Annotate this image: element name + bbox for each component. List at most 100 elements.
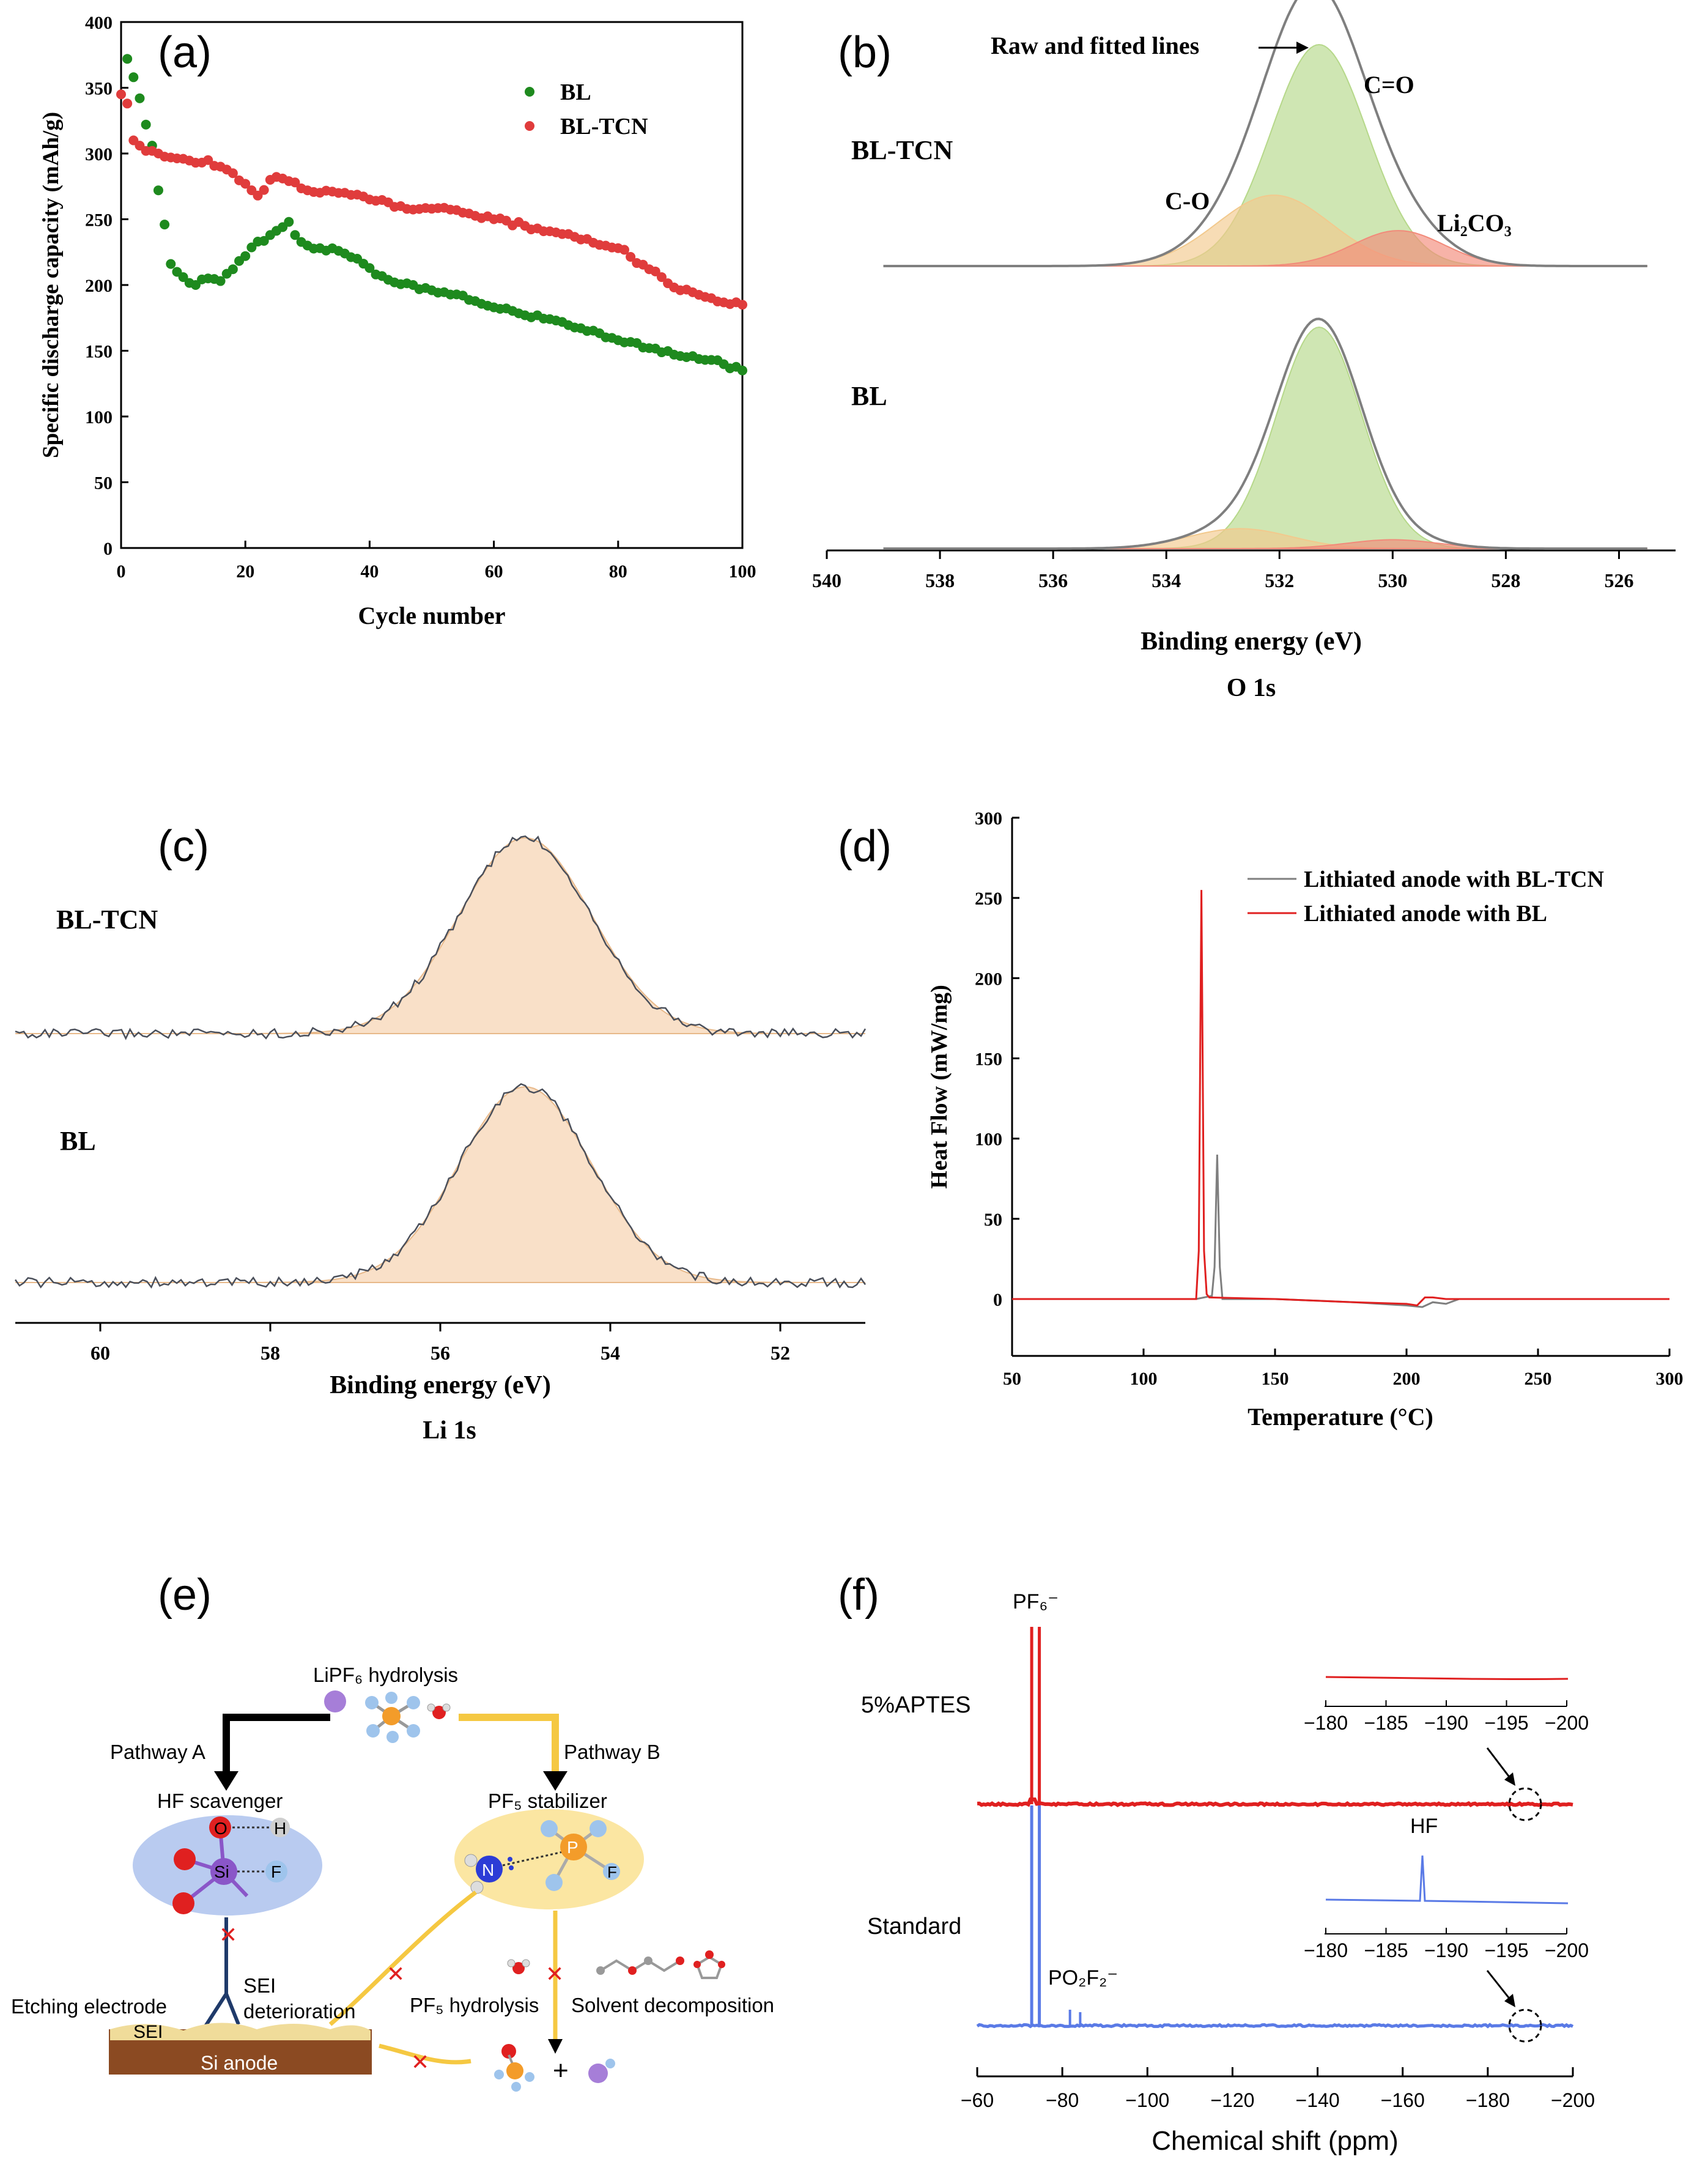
li-atom-icon: [324, 1690, 346, 1712]
panel-b-curves: [883, 0, 1647, 550]
d-line-bl-tcn: [1012, 1154, 1669, 1308]
d-ytick-label: 200: [975, 969, 1002, 989]
panel-f-label: (f): [838, 1571, 879, 1620]
panel-c-series-bl-tcn: BL-TCN: [56, 905, 158, 935]
a-point-bl-tcn: [290, 177, 300, 188]
f-xtick-label: −60: [961, 2089, 994, 2111]
panel-f: −60 −80 −100 −120 −140 −160 −180 −200 (f) 5%APT…: [838, 1571, 1595, 2156]
inset-standard-trace: [1325, 1855, 1569, 1905]
c-raw-bl-tcn: [15, 835, 867, 1040]
a-point-bl-tcn: [240, 179, 251, 189]
a-point-bl: [246, 242, 257, 253]
panel-b: 540 538 536 534 532 530 528 526 (b) BL-TCN BL R…: [812, 0, 1676, 702]
f-inset-tick-label: −200: [1545, 1712, 1589, 1734]
f-inset-tick-label: −190: [1424, 1939, 1468, 1961]
d-ytick-label: 0: [993, 1290, 1002, 1310]
inset-arrow-aptes: [1486, 1747, 1512, 1779]
d-ytick-label: 150: [975, 1049, 1002, 1070]
a-ytick-label: 150: [85, 342, 113, 362]
b-xtick-label: 534: [1152, 569, 1181, 591]
f-inset-tick-label: −195: [1484, 1712, 1528, 1734]
pathway-a-label: Pathway A: [110, 1741, 205, 1763]
d-xtick-label: 300: [1656, 1369, 1684, 1389]
inset-bottom-ticks: −180 −185 −190 −195 −200: [1304, 1928, 1589, 1961]
a-point-bl: [178, 272, 188, 283]
a-xtick-label: 100: [729, 561, 756, 582]
solvent-molecule-icon: [596, 1956, 684, 1975]
legend-label-bl-tcn-d: Lithiated anode with BL-TCN: [1304, 867, 1604, 892]
b-xtick-label: 532: [1265, 569, 1294, 591]
a-point-bl-tcn: [650, 266, 660, 276]
f-inset-tick-label: −200: [1545, 1939, 1589, 1961]
panel-c-curves: [14, 835, 867, 1289]
b-xtick-label: 528: [1491, 569, 1520, 591]
si-molecule-icon: [172, 1816, 290, 1914]
d-xtick-label: 150: [1262, 1369, 1289, 1389]
c-xtick-label: 56: [431, 1342, 450, 1364]
legend-marker-bl: [525, 87, 534, 97]
a-point-bl: [227, 264, 238, 275]
water-molecule-icon: [427, 1703, 451, 1719]
a-point-bl: [364, 263, 375, 273]
panel-a: 0 50 100 150 200 250 300 350 400 0 20 40 60 80 100 (a…: [39, 13, 756, 629]
c-fit-bl-tcn: [15, 837, 865, 1034]
zoom-circle-standard: [1508, 2008, 1542, 2043]
sei-det-label-1: SEI: [243, 1974, 276, 1997]
peak-label-c-o: C-O: [1165, 187, 1210, 215]
c-xtick-label: 60: [91, 1342, 110, 1364]
a-point-bl: [290, 230, 300, 240]
panel-b-series-bl: BL: [851, 381, 887, 411]
peak-label-pf6: PF₆⁻: [1013, 1590, 1059, 1613]
f-xtick-label: −120: [1210, 2089, 1254, 2111]
block-x-icon-3: ✕: [545, 1961, 564, 1986]
a-point-bl: [135, 93, 145, 103]
panel-b-x-ticks: 540 538 536 534 532 530 528 526: [812, 550, 1633, 591]
peak-label-hf: HF: [1410, 1815, 1438, 1838]
a-point-bl: [215, 276, 226, 286]
b-component-c-o: [883, 194, 1647, 267]
a-point-bl: [122, 54, 133, 64]
block-x-icon-4: ✕: [411, 2049, 429, 2075]
panel-c: 60 58 56 54 52 (c) BL-TCN BL Binding energy …: [14, 822, 867, 1445]
a-ytick-label: 300: [85, 144, 113, 165]
atom-n-label: N: [482, 1860, 494, 1879]
d-ytick-label: 50: [984, 1210, 1002, 1230]
a-ytick-label: 200: [85, 276, 113, 296]
c-raw-bl: [14, 1083, 867, 1289]
f-inset-tick-label: −195: [1484, 1939, 1528, 1961]
pathway-b-arrow: [459, 1714, 559, 1775]
pathway-a-arrowhead: [214, 1771, 238, 1791]
a-point-bl: [153, 185, 163, 196]
c-xtick-label: 58: [261, 1342, 280, 1364]
panel-f-x-ticks: −60 −80 −100 −120 −140 −160 −180 −200: [961, 2067, 1595, 2111]
b-envelope-bl: [883, 317, 1647, 550]
panel-f-series-standard: Standard: [867, 1914, 961, 1939]
a-ytick-label: 0: [103, 539, 113, 559]
panel-a-frame: [120, 21, 744, 549]
panel-d-label: (d): [838, 822, 892, 871]
panel-a-ylabel: Specific discharge capacity (mAh/g): [39, 112, 64, 458]
panel-a-points: [116, 54, 747, 376]
atom-f-label: F: [271, 1862, 281, 1881]
a-point-bl-tcn: [259, 185, 269, 195]
panel-b-annotation: Raw and fitted lines: [991, 32, 1199, 59]
panel-e: (e) LiPF₆ hydrolysis Pathway A Pathway B: [11, 1571, 774, 2092]
f-trace-standard: [976, 2023, 1574, 2029]
a-point-bl-tcn: [738, 300, 747, 310]
panel-d-y-ticks: 0 50 100 150 200 250 300: [975, 809, 1019, 1310]
inset-aptes-trace: [1325, 1676, 1569, 1680]
atom-h-label: H: [274, 1819, 286, 1838]
a-point-bl-tcn: [227, 168, 238, 179]
scheme-top-label: LiPF₆ hydrolysis: [313, 1664, 458, 1686]
a-point-bl: [284, 217, 294, 227]
pf5-stabilizer-label: PF₅ stabilizer: [488, 1790, 607, 1812]
a-point-bl: [141, 119, 151, 130]
a-ytick-label: 400: [85, 13, 113, 33]
b-xtick-label: 530: [1378, 569, 1407, 591]
inset-arrowhead-aptes: [1504, 1772, 1515, 1786]
a-ytick-label: 100: [85, 407, 113, 428]
panel-a-x-ticks: 0 20 40 60 80 100: [117, 541, 756, 582]
a-ytick-label: 250: [85, 210, 113, 231]
f-inset-tick-label: −180: [1304, 1712, 1348, 1734]
